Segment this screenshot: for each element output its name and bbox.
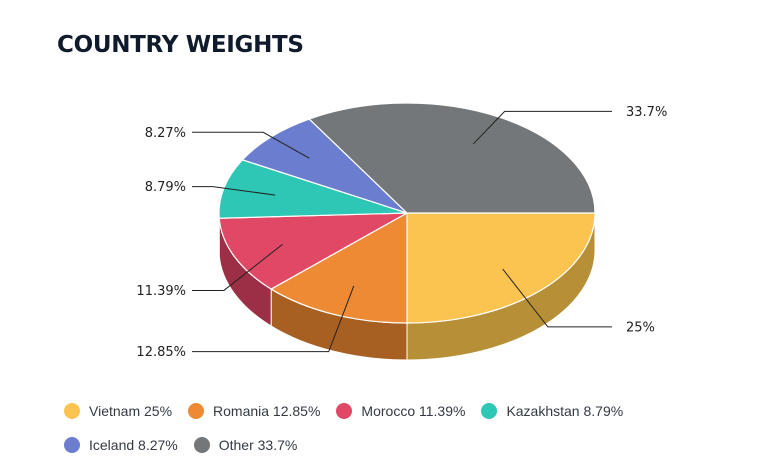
callout-line-vietnam [502,268,612,328]
callout-line-iceland [192,131,310,159]
pie-top [218,102,596,324]
legend-swatch [193,436,210,453]
pie-callouts: 25% 12.85% 11.39% 8.79% 8.27% 33.7% [136,105,667,360]
callout-line-morocco [192,243,283,291]
pie-chart: 25% 12.85% 11.39% 8.79% 8.27% 33.7% [136,102,667,361]
legend-label: Vietnam 25% [89,402,173,419]
pie-slice-romania [269,211,408,324]
callout-label-kazakhstan: 8.79% [145,180,186,195]
legend-swatch [188,402,205,419]
legend-item-iceland[interactable]: Iceland 8.27% [64,434,178,455]
legend-item-morocco[interactable]: Morocco 11.39% [336,400,465,421]
legend-label: Other 33.7% [218,436,298,453]
callout-line-romania [192,285,355,353]
pie-slice-vietnam [406,212,596,324]
pie-slice-morocco [218,212,408,290]
legend-swatch [64,402,80,419]
legend-item-romania[interactable]: Romania 12.85% [188,400,320,421]
callout-label-romania: 12.85% [136,345,186,360]
legend-swatch [336,402,353,419]
legend-swatch [64,436,80,453]
legend-label: Romania 12.85% [213,402,321,419]
legend-item-kazakhstan[interactable]: Kazakhstan 8.79% [481,400,623,421]
callout-label-morocco: 11.39% [136,284,186,299]
chart-title: COUNTRY WEIGHTS [57,32,304,58]
legend-item-vietnam[interactable]: Vietnam 25% [64,400,172,421]
legend-label: Iceland 8.27% [89,436,178,453]
callout-label-other: 33.7% [626,105,667,120]
callout-label-iceland: 8.27% [145,126,186,141]
callout-line-other [472,110,612,145]
callout-line-kazakhstan [192,186,276,196]
callout-label-vietnam: 25% [626,320,655,335]
legend-label: Morocco 11.39% [361,402,466,419]
chart-legend: Vietnam 25% Romania 12.85% Morocco 11.39% K… [64,400,744,455]
legend-item-other[interactable]: Other 33.7% [193,434,298,455]
legend-swatch [481,402,498,419]
legend-label: Kazakhstan 8.79% [506,402,624,419]
